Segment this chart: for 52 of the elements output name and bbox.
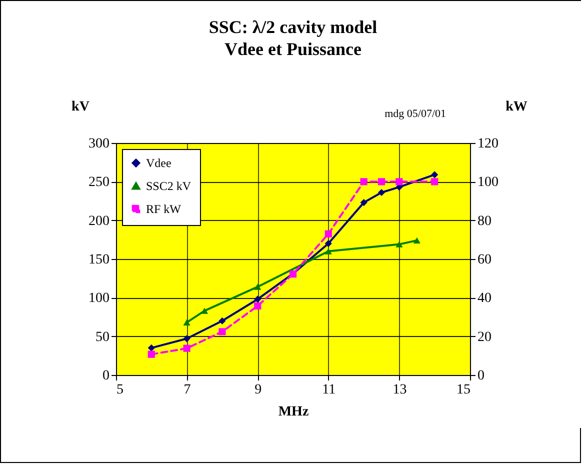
x-tick-label: 15 [456,382,470,398]
legend-label: Vdee [146,156,172,170]
point [413,237,420,244]
x-tick-label: 11 [322,382,336,398]
point [360,178,368,186]
point [148,344,155,352]
point [148,350,155,358]
point [218,328,226,336]
y-tick-label: 200 [88,214,110,229]
text: mdg 05/07/01 [384,108,446,120]
chart-title: SSC: λ/2 cavity model [208,17,378,37]
x-tick-label: 5 [116,382,124,398]
point [254,296,262,303]
point [396,241,403,248]
point [254,284,262,290]
y-tick-label: 250 [88,175,110,190]
x-axis-title: MHz [278,404,309,420]
point [200,308,208,314]
point [396,178,403,186]
y-tick-label: 100 [88,291,110,306]
legend-label: SSC2 kV [146,179,192,193]
x-tick-label: 7 [184,382,191,398]
point [324,230,332,238]
y2-tick-label: 100 [478,175,498,190]
x-tick-label: 13 [392,382,407,398]
legend-label: RF kW [146,202,182,216]
point [378,178,386,186]
point [324,248,332,254]
point [183,335,190,342]
chart-subtitle: Vdee et Puissance [224,39,362,59]
point [360,199,368,206]
y-axis-title: kV [72,100,90,114]
point [324,240,332,248]
y-tick-label: 150 [88,252,110,268]
y-tick-label: 0 [102,368,110,384]
y2-tick-label: 80 [478,214,492,229]
point [218,317,226,324]
point [254,302,262,310]
point [431,178,438,186]
y2-tick-label: 40 [478,291,492,306]
y2-tick-label: 120 [478,136,498,152]
y-tick-label: 300 [88,136,110,152]
point [183,319,190,326]
point [378,188,386,196]
y2-axis-title: kW [506,100,528,114]
point [431,171,438,178]
point [183,344,190,352]
y-tick-label: 50 [96,330,110,345]
y2-tick-label: 20 [478,330,492,345]
y2-tick-label: 60 [478,252,492,268]
y2-tick-label: 0 [478,368,484,384]
x-tick-label: 9 [254,382,262,398]
